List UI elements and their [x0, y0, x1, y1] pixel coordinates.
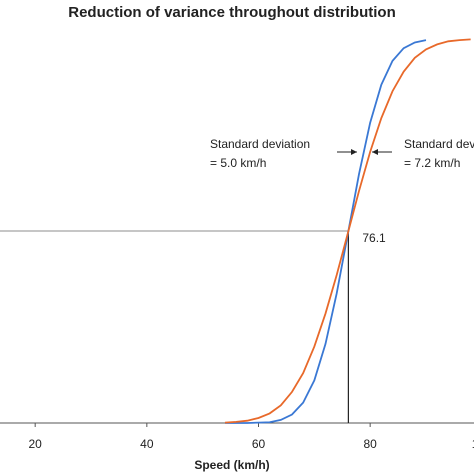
chart-title: Reduction of variance throughout distrib… [68, 4, 396, 21]
annotation: Standard deviation [210, 137, 310, 151]
x-axis-label: Speed (km/h) [194, 458, 269, 472]
annotation: Standard deviation [404, 137, 474, 151]
cdf-line [224, 38, 471, 424]
x-tick-label: 80 [363, 437, 377, 451]
x-tick-label: 60 [252, 437, 266, 451]
x-tick-label: 100 [472, 437, 474, 451]
arrow-head [351, 149, 357, 155]
cdf-line [224, 39, 427, 424]
reference-label: 76.1 [362, 231, 386, 245]
annotation: = 7.2 km/h [404, 156, 460, 170]
arrow-head [372, 149, 378, 155]
annotation: = 5.0 km/h [210, 156, 266, 170]
x-tick-label: 40 [140, 437, 154, 451]
x-tick-label: 20 [28, 437, 42, 451]
